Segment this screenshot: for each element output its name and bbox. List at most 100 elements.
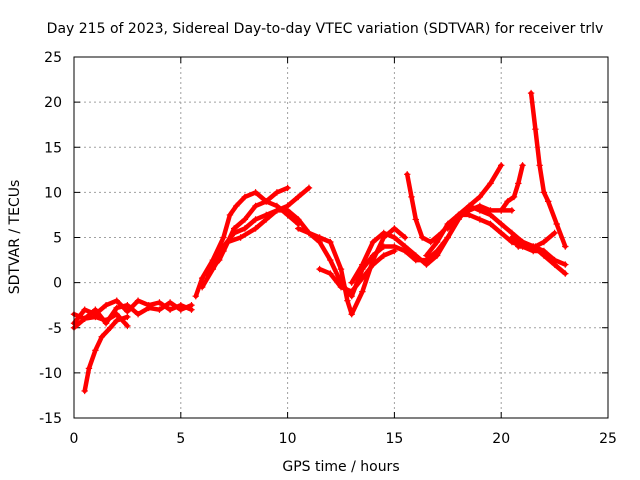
data-point xyxy=(203,270,210,277)
data-point xyxy=(273,207,281,214)
y-tick-label: -15 xyxy=(39,411,62,427)
data-point xyxy=(551,229,558,237)
data-point xyxy=(348,279,355,286)
x-tick-label: 10 xyxy=(279,431,297,447)
data-point xyxy=(233,202,240,210)
data-point xyxy=(519,238,526,246)
data-point xyxy=(562,261,569,268)
data-point xyxy=(327,256,334,264)
data-point xyxy=(305,229,313,237)
data-point xyxy=(380,229,387,237)
series-trace xyxy=(509,235,568,276)
data-point xyxy=(532,243,539,250)
data-point xyxy=(81,387,88,395)
data-point xyxy=(198,283,206,291)
data-point xyxy=(348,288,355,295)
data-point xyxy=(348,311,355,318)
data-point xyxy=(562,243,569,250)
data-point xyxy=(519,162,526,169)
data-point xyxy=(263,198,270,205)
data-point xyxy=(192,292,199,300)
data-point xyxy=(295,225,302,232)
x-tick-label: 15 xyxy=(385,431,403,447)
data-point xyxy=(327,270,334,277)
data-point xyxy=(433,238,441,246)
data-point xyxy=(510,193,518,201)
data-point xyxy=(344,297,351,304)
data-point xyxy=(263,211,270,219)
data-point xyxy=(487,211,494,219)
data-point xyxy=(476,207,484,214)
data-point xyxy=(487,180,494,187)
data-point xyxy=(134,297,142,304)
x-tick-label: 0 xyxy=(70,431,79,447)
data-point xyxy=(92,347,99,354)
series-arc-10 xyxy=(316,247,398,295)
data-point xyxy=(408,193,415,201)
series-arc-4 xyxy=(81,313,131,395)
y-tick-label: 5 xyxy=(53,231,62,247)
data-point xyxy=(369,261,377,268)
data-point xyxy=(220,243,227,250)
data-point xyxy=(284,184,291,192)
series-trace xyxy=(516,230,557,249)
data-point xyxy=(124,322,131,330)
data-point xyxy=(391,225,398,232)
series-trace xyxy=(404,172,515,245)
data-point xyxy=(305,184,313,192)
data-point xyxy=(540,189,548,196)
data-point xyxy=(102,301,110,309)
data-point xyxy=(237,234,244,241)
x-tick-label: 5 xyxy=(176,431,185,447)
data-point xyxy=(515,243,522,250)
data-point xyxy=(107,324,114,331)
plot-frame xyxy=(73,56,609,419)
data-point xyxy=(540,238,548,246)
data-point xyxy=(380,243,387,250)
data-point xyxy=(412,216,419,223)
data-point xyxy=(92,313,99,321)
data-point xyxy=(523,243,531,250)
data-point xyxy=(252,202,259,210)
y-tick-label: 15 xyxy=(44,140,62,156)
series-trace xyxy=(445,203,568,267)
data-point xyxy=(295,216,302,223)
data-point xyxy=(316,238,323,246)
data-point xyxy=(113,317,120,324)
data-point xyxy=(166,299,174,306)
series-trace xyxy=(317,248,397,294)
series-arc-16 xyxy=(508,234,569,277)
y-axis-label: SDTVAR / TECUs xyxy=(7,180,23,295)
data-point xyxy=(359,261,366,268)
data-point xyxy=(476,216,484,223)
data-point xyxy=(124,313,131,321)
x-axis-label: GPS time / hours xyxy=(282,459,399,475)
data-point xyxy=(527,89,535,97)
data-point xyxy=(124,308,131,315)
data-point xyxy=(465,211,473,219)
data-point xyxy=(337,283,345,291)
data-point xyxy=(369,238,377,246)
data-point xyxy=(124,301,131,309)
series-arc-7 xyxy=(203,184,313,277)
data-point xyxy=(252,225,259,232)
series-trace xyxy=(498,163,525,213)
data-point xyxy=(562,270,569,277)
y-tick-label: -10 xyxy=(39,366,62,382)
series-trace xyxy=(528,90,568,249)
data-point xyxy=(252,216,259,223)
data-point xyxy=(113,304,120,312)
data-point xyxy=(418,234,426,241)
data-point xyxy=(156,306,163,313)
y-tick-label: 20 xyxy=(44,95,62,111)
x-tick-label: 20 xyxy=(492,431,510,447)
data-point xyxy=(85,365,93,372)
data-point xyxy=(241,225,249,232)
data-point xyxy=(532,126,539,133)
y-tick-label: 25 xyxy=(44,50,62,66)
data-point xyxy=(536,162,543,169)
data-point xyxy=(226,211,234,219)
data-point xyxy=(487,220,494,228)
data-point xyxy=(273,189,281,196)
data-point xyxy=(113,297,120,304)
